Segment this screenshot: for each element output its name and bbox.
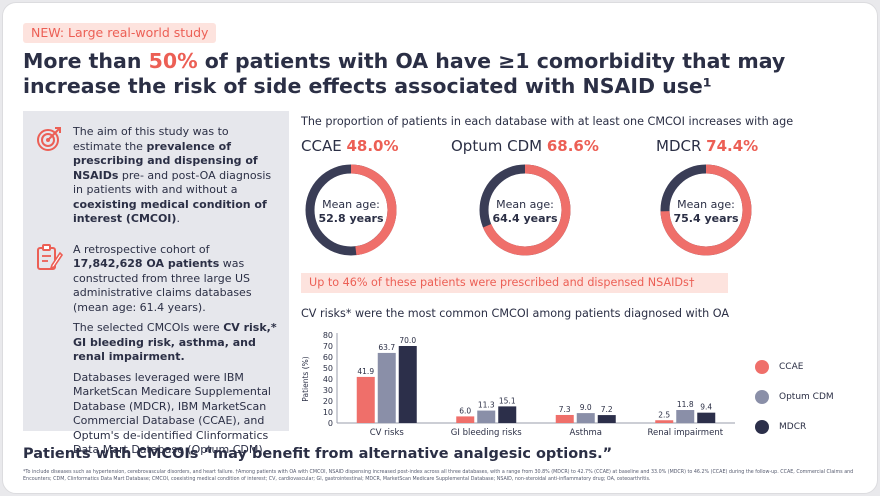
chart-section-title: CV risks* were the most common CMCOI amo… (301, 307, 730, 320)
legend-swatch-ccae (755, 360, 769, 374)
y-tick-label: 60 (323, 353, 333, 362)
bar-ccae (356, 376, 375, 423)
y-tick-label: 20 (323, 397, 333, 406)
bar-mdcr (398, 346, 417, 423)
donut-optum (479, 164, 571, 256)
y-tick-label: 50 (323, 364, 333, 373)
donut-ccae-label: Mean age: 52.8 years (318, 198, 384, 225)
bar-optum-cdm (676, 410, 695, 423)
study-method-block: A retrospective cohort of 17,842,628 OA … (35, 243, 279, 464)
legend-item-optum: Optum CDM (755, 389, 834, 405)
bar-value-label: 9.4 (700, 403, 712, 412)
db-label-optum: Optum CDM 68.6% (451, 137, 599, 155)
bar-value-label: 2.5 (658, 410, 670, 419)
donut-mdcr-label: Mean age: 75.4 years (673, 198, 739, 225)
study-method-text: A retrospective cohort of 17,842,628 OA … (73, 242, 277, 457)
y-axis-label: Patients (%) (301, 356, 310, 401)
donut-ccae (305, 164, 397, 256)
x-category-label: Asthma (570, 428, 602, 438)
legend-swatch-optum (755, 390, 769, 404)
headline-highlight: 50% (148, 49, 198, 73)
donut-share-arc (479, 164, 571, 256)
headline: More than 50% of patients with OA have ≥… (23, 49, 843, 99)
donut-mdcr (660, 164, 752, 256)
y-tick-label: 80 (323, 331, 333, 340)
x-category-label: CV risks (370, 428, 405, 438)
new-study-badge: NEW: Large real-world study (23, 23, 217, 43)
footnote: *To include diseases such as hypertensio… (23, 470, 854, 482)
bar-mdcr (498, 406, 517, 423)
bar-ccae (655, 420, 674, 423)
bar-value-label: 6.0 (459, 406, 471, 415)
donut-section-title: The proportion of patients in each datab… (301, 115, 794, 128)
donut-optum-label: Mean age: 64.4 years (492, 198, 558, 225)
bar-mdcr (697, 412, 716, 423)
y-tick-label: 40 (323, 375, 333, 384)
chart-legend: CCAE Optum CDM MDCR (755, 359, 834, 449)
clipboard-pencil-icon (37, 243, 63, 270)
conclusion-title: Patients with CMCOIs “may benefit from a… (23, 446, 613, 462)
db-label-ccae: CCAE 48.0% (301, 137, 399, 155)
nsaid-banner: Up to 46% of these patients were prescri… (301, 273, 728, 293)
bar-value-label: 15.1 (499, 396, 516, 405)
db-label-mdcr: MDCR 74.4% (656, 137, 759, 155)
bar-value-label: 70.0 (399, 336, 416, 345)
study-aim-block: The aim of this study was to estimate th… (35, 125, 279, 233)
x-category-label: GI bleeding risks (451, 428, 522, 438)
y-tick-label: 10 (323, 408, 333, 417)
bar-optum-cdm (477, 410, 496, 423)
y-tick-label: 30 (323, 386, 333, 395)
target-icon (37, 127, 61, 151)
donut-share-arc (660, 164, 752, 256)
cmcoi-bar-chart: 0 10 20 30 40 50 60 70 80 Patients (%) 41.9 63.7 70.… (301, 331, 735, 438)
bar-value-label: 7.2 (601, 405, 613, 414)
y-tick-label: 0 (328, 419, 333, 428)
bar-mdcr (597, 415, 616, 423)
x-category-label: Renal impairment (647, 428, 723, 438)
legend-swatch-mdcr (755, 420, 769, 434)
bar-ccae (555, 414, 574, 423)
legend-item-mdcr: MDCR (755, 419, 834, 435)
bar-ccae (456, 416, 475, 423)
bar-value-label: 63.7 (378, 343, 395, 352)
headline-part2: of patients with OA have ≥1 comorbidity … (23, 49, 786, 98)
bar-value-label: 41.9 (357, 367, 374, 376)
donut-share-arc (305, 164, 397, 256)
bar-value-label: 11.3 (478, 401, 495, 410)
study-summary-panel: The aim of this study was to estimate th… (23, 111, 289, 456)
bar-optum-cdm (377, 352, 396, 423)
y-tick-label: 70 (323, 342, 333, 351)
bar-optum-cdm (576, 413, 595, 423)
study-aim-text: The aim of this study was to estimate th… (73, 125, 272, 225)
headline-part1: More than (23, 49, 149, 73)
bar-value-label: 9.0 (580, 403, 592, 412)
legend-item-ccae: CCAE (755, 359, 834, 375)
bar-value-label: 11.8 (677, 400, 694, 409)
bar-value-label: 7.3 (559, 405, 571, 414)
